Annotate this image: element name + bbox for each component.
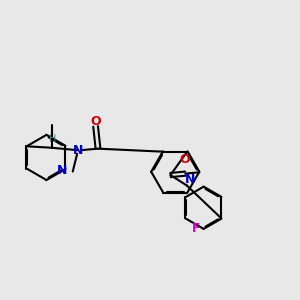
Text: O: O	[179, 153, 190, 167]
Text: N: N	[73, 144, 83, 157]
Text: N: N	[56, 164, 67, 177]
Text: F: F	[192, 222, 201, 235]
Text: N: N	[184, 173, 195, 186]
Text: H: H	[49, 134, 56, 144]
Text: O: O	[90, 115, 101, 128]
